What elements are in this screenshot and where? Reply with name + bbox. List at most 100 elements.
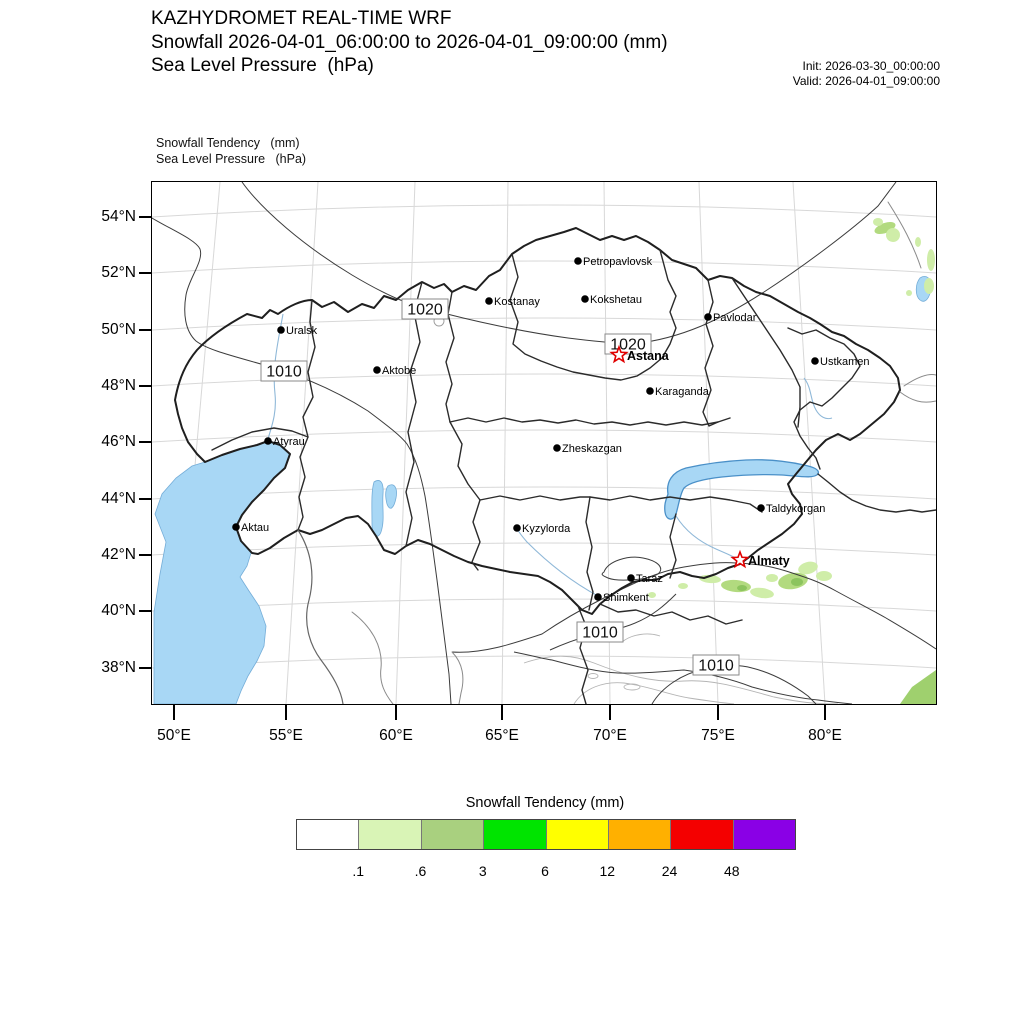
city-label: Shimkent bbox=[603, 592, 649, 604]
city-label: Karaganda bbox=[655, 386, 710, 398]
terrain-contours bbox=[433, 315, 838, 704]
city-kyzylorda: Kyzylorda bbox=[512, 523, 571, 535]
lon-tick-70°E bbox=[609, 705, 611, 720]
city-kostanay: Kostanay bbox=[484, 296, 540, 308]
lat-label-50°N: 50°N bbox=[101, 321, 136, 338]
city-label: Almaty bbox=[748, 554, 790, 568]
kazakhstan-outer-border bbox=[173, 226, 901, 615]
city-dot-icon bbox=[810, 356, 819, 365]
city-label: Atyrau bbox=[273, 436, 305, 448]
colorbar-tick-6: 6 bbox=[541, 863, 549, 879]
city-atyrau: Atyrau bbox=[263, 436, 305, 448]
title-line-3: Sea Level Pressure (hPa) bbox=[151, 55, 374, 76]
colorbar-cell-6 bbox=[671, 820, 734, 849]
colorbar-tick-3: 3 bbox=[478, 863, 487, 879]
foreign-borders bbox=[296, 201, 936, 704]
city-uralsk: Uralsk bbox=[276, 325, 318, 337]
isobar-label-1010-3: 1010 bbox=[576, 621, 623, 642]
colorbar-cell-7 bbox=[733, 820, 795, 849]
colorbar-tick-.6: .6 bbox=[414, 863, 427, 879]
lon-label-70°E: 70°E bbox=[593, 727, 627, 744]
city-taldykorgan: Taldykorgan bbox=[756, 503, 825, 515]
lon-label-75°E: 75°E bbox=[701, 727, 735, 744]
city-label: Petropavlovsk bbox=[583, 256, 653, 268]
city-dot-icon bbox=[756, 503, 765, 512]
border-layer bbox=[173, 201, 936, 704]
city-dot-icon bbox=[645, 386, 654, 395]
city-astana: Astana bbox=[608, 344, 670, 363]
capital-star-icon bbox=[608, 344, 629, 363]
city-kokshetau: Kokshetau bbox=[580, 294, 641, 306]
isobar-label-1020-0: 1020 bbox=[401, 298, 448, 319]
city-label: Ustkamen bbox=[820, 356, 870, 368]
colorbar-tick-48: 48 bbox=[723, 863, 740, 879]
city-label: Kyzylorda bbox=[522, 523, 571, 535]
colorbar-cell-1 bbox=[359, 820, 422, 849]
city-label: Pavlodar bbox=[713, 312, 757, 324]
city-label: Zheskazgan bbox=[562, 443, 622, 455]
isobar-label-1010-2: 1010 bbox=[260, 360, 307, 381]
lat-label-48°N: 48°N bbox=[101, 377, 136, 394]
colorbar-title: Snowfall Tendency (mm) bbox=[465, 795, 625, 811]
isobar-value: 1010 bbox=[582, 624, 618, 641]
city-label: Uralsk bbox=[286, 325, 318, 337]
lat-label-54°N: 54°N bbox=[101, 208, 136, 225]
capital-star-icon bbox=[729, 549, 750, 568]
lat-label-46°N: 46°N bbox=[101, 433, 136, 450]
isobar-value: 1010 bbox=[266, 363, 302, 380]
city-almaty: Almaty bbox=[729, 549, 790, 568]
lon-label-55°E: 55°E bbox=[269, 727, 303, 744]
lat-label-40°N: 40°N bbox=[101, 602, 136, 619]
init-time: Init: 2026-03-30_00:00:00 bbox=[802, 59, 940, 73]
city-dot-icon bbox=[626, 573, 635, 582]
city-dot-icon bbox=[580, 294, 589, 303]
lon-label-60°E: 60°E bbox=[379, 727, 413, 744]
colorbar-cell-0 bbox=[297, 820, 360, 849]
city-dot-icon bbox=[276, 325, 285, 334]
city-aktobe: Aktobe bbox=[372, 365, 416, 377]
city-label: Astana bbox=[627, 349, 670, 363]
city-ustkamen: Ustkamen bbox=[810, 356, 870, 368]
snowfall-layer bbox=[647, 217, 936, 704]
city-karaganda: Karaganda bbox=[645, 386, 710, 398]
city-dot-icon bbox=[703, 312, 712, 321]
city-label: Aktau bbox=[241, 522, 269, 534]
city-dot-icon bbox=[484, 296, 493, 305]
graticule-grid bbox=[151, 181, 936, 704]
lon-tick-65°E bbox=[501, 705, 503, 720]
colorbar-cell-5 bbox=[608, 820, 672, 849]
city-dot-icon bbox=[263, 436, 272, 445]
city-dot-icon bbox=[573, 256, 582, 265]
title-line-1: KAZHYDROMET REAL-TIME WRF bbox=[151, 8, 452, 29]
city-dot-icon bbox=[231, 522, 240, 531]
city-label: Taraz bbox=[636, 573, 663, 585]
colorbar-tick-.1: .1 bbox=[352, 863, 365, 879]
city-dot-icon bbox=[593, 592, 602, 601]
city-markers: Uralsk Aktobe Atyrau Aktau Kostanay Petropavl… bbox=[231, 256, 870, 604]
lat-label-44°N: 44°N bbox=[101, 490, 136, 507]
colorbar bbox=[296, 819, 796, 850]
lon-tick-60°E bbox=[395, 705, 397, 720]
city-pavlodar: Pavlodar bbox=[703, 312, 757, 324]
aral-sea-east bbox=[384, 483, 397, 509]
city-petropavlovsk: Petropavlovsk bbox=[573, 256, 653, 268]
isobar-label-1010-4: 1010 bbox=[692, 654, 739, 675]
water-layer bbox=[153, 275, 931, 704]
map-frame: 1020 1020 1010 1010 1010 Uralsk Aktobe Atyrau A… bbox=[150, 180, 937, 705]
isobar-value: 1020 bbox=[407, 301, 443, 318]
legend-line-2: Sea Level Pressure (hPa) bbox=[156, 152, 307, 166]
lake-balkhash bbox=[663, 458, 819, 520]
city-label: Taldykorgan bbox=[766, 503, 825, 515]
lon-label-65°E: 65°E bbox=[485, 727, 519, 744]
lon-tick-80°E bbox=[824, 705, 826, 720]
city-dot-icon bbox=[512, 523, 521, 532]
lon-label-50°E: 50°E bbox=[157, 727, 191, 744]
lon-label-80°E: 80°E bbox=[808, 727, 842, 744]
city-aktau: Aktau bbox=[231, 522, 269, 534]
colorbar-cell-2 bbox=[421, 820, 485, 849]
city-zheskazgan: Zheskazgan bbox=[552, 443, 622, 455]
aral-sea bbox=[370, 479, 384, 537]
city-label: Aktobe bbox=[382, 365, 416, 377]
city-shimkent: Shimkent bbox=[593, 592, 649, 604]
